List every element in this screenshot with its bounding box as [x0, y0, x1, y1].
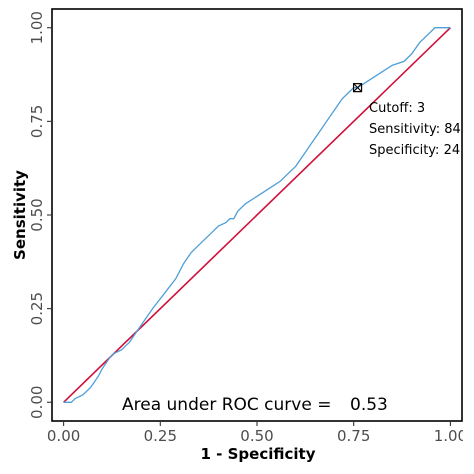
- x-tick-label: 0.75: [337, 427, 370, 445]
- annotation-cutoff: Cutoff: 3: [369, 101, 425, 116]
- x-tick-label: 1.00: [434, 427, 467, 445]
- y-tick-label: 0.00: [28, 386, 46, 419]
- cutoff-marker-box: [352, 83, 363, 93]
- x-tick-label: 0.00: [47, 427, 80, 445]
- auc-label: Area under ROC curve =: [122, 395, 331, 415]
- y-tick-label: 0.50: [28, 198, 46, 231]
- y-tick-label: 1.00: [28, 11, 46, 44]
- auc-value: 0.53: [350, 395, 388, 415]
- x-axis: 0.00 0.25 0.50 0.75 1.00 1 - Specificity: [47, 421, 467, 463]
- cutoff-annotation: Cutoff: 3 Sensitivity: 84 Specificity: 2…: [369, 101, 461, 158]
- y-ticks: 0.00 0.25 0.50 0.75 1.00: [28, 11, 52, 419]
- right-edge-mask: [463, 0, 474, 474]
- y-tick-label: 0.25: [28, 292, 46, 325]
- cutoff-marker: [352, 83, 363, 93]
- y-axis: 0.00 0.25 0.50 0.75 1.00 Sensitivity: [11, 11, 52, 419]
- x-tick-label: 0.25: [144, 427, 177, 445]
- x-tick-label: 0.50: [240, 427, 273, 445]
- auc-annotation: Area under ROC curve = 0.53: [122, 395, 388, 415]
- cutoff-marker-cross: [353, 83, 362, 93]
- y-tick-label: 0.75: [28, 105, 46, 138]
- x-ticks: 0.00 0.25 0.50 0.75 1.00: [47, 421, 467, 445]
- y-axis-title: Sensitivity: [11, 170, 29, 260]
- reference-diagonal: [63, 27, 451, 403]
- roc-curve-line: [63, 27, 451, 403]
- annotation-sensitivity: Sensitivity: 84: [369, 122, 461, 137]
- x-axis-title: 1 - Specificity: [201, 445, 316, 463]
- annotation-specificity: Specificity: 24: [369, 143, 460, 158]
